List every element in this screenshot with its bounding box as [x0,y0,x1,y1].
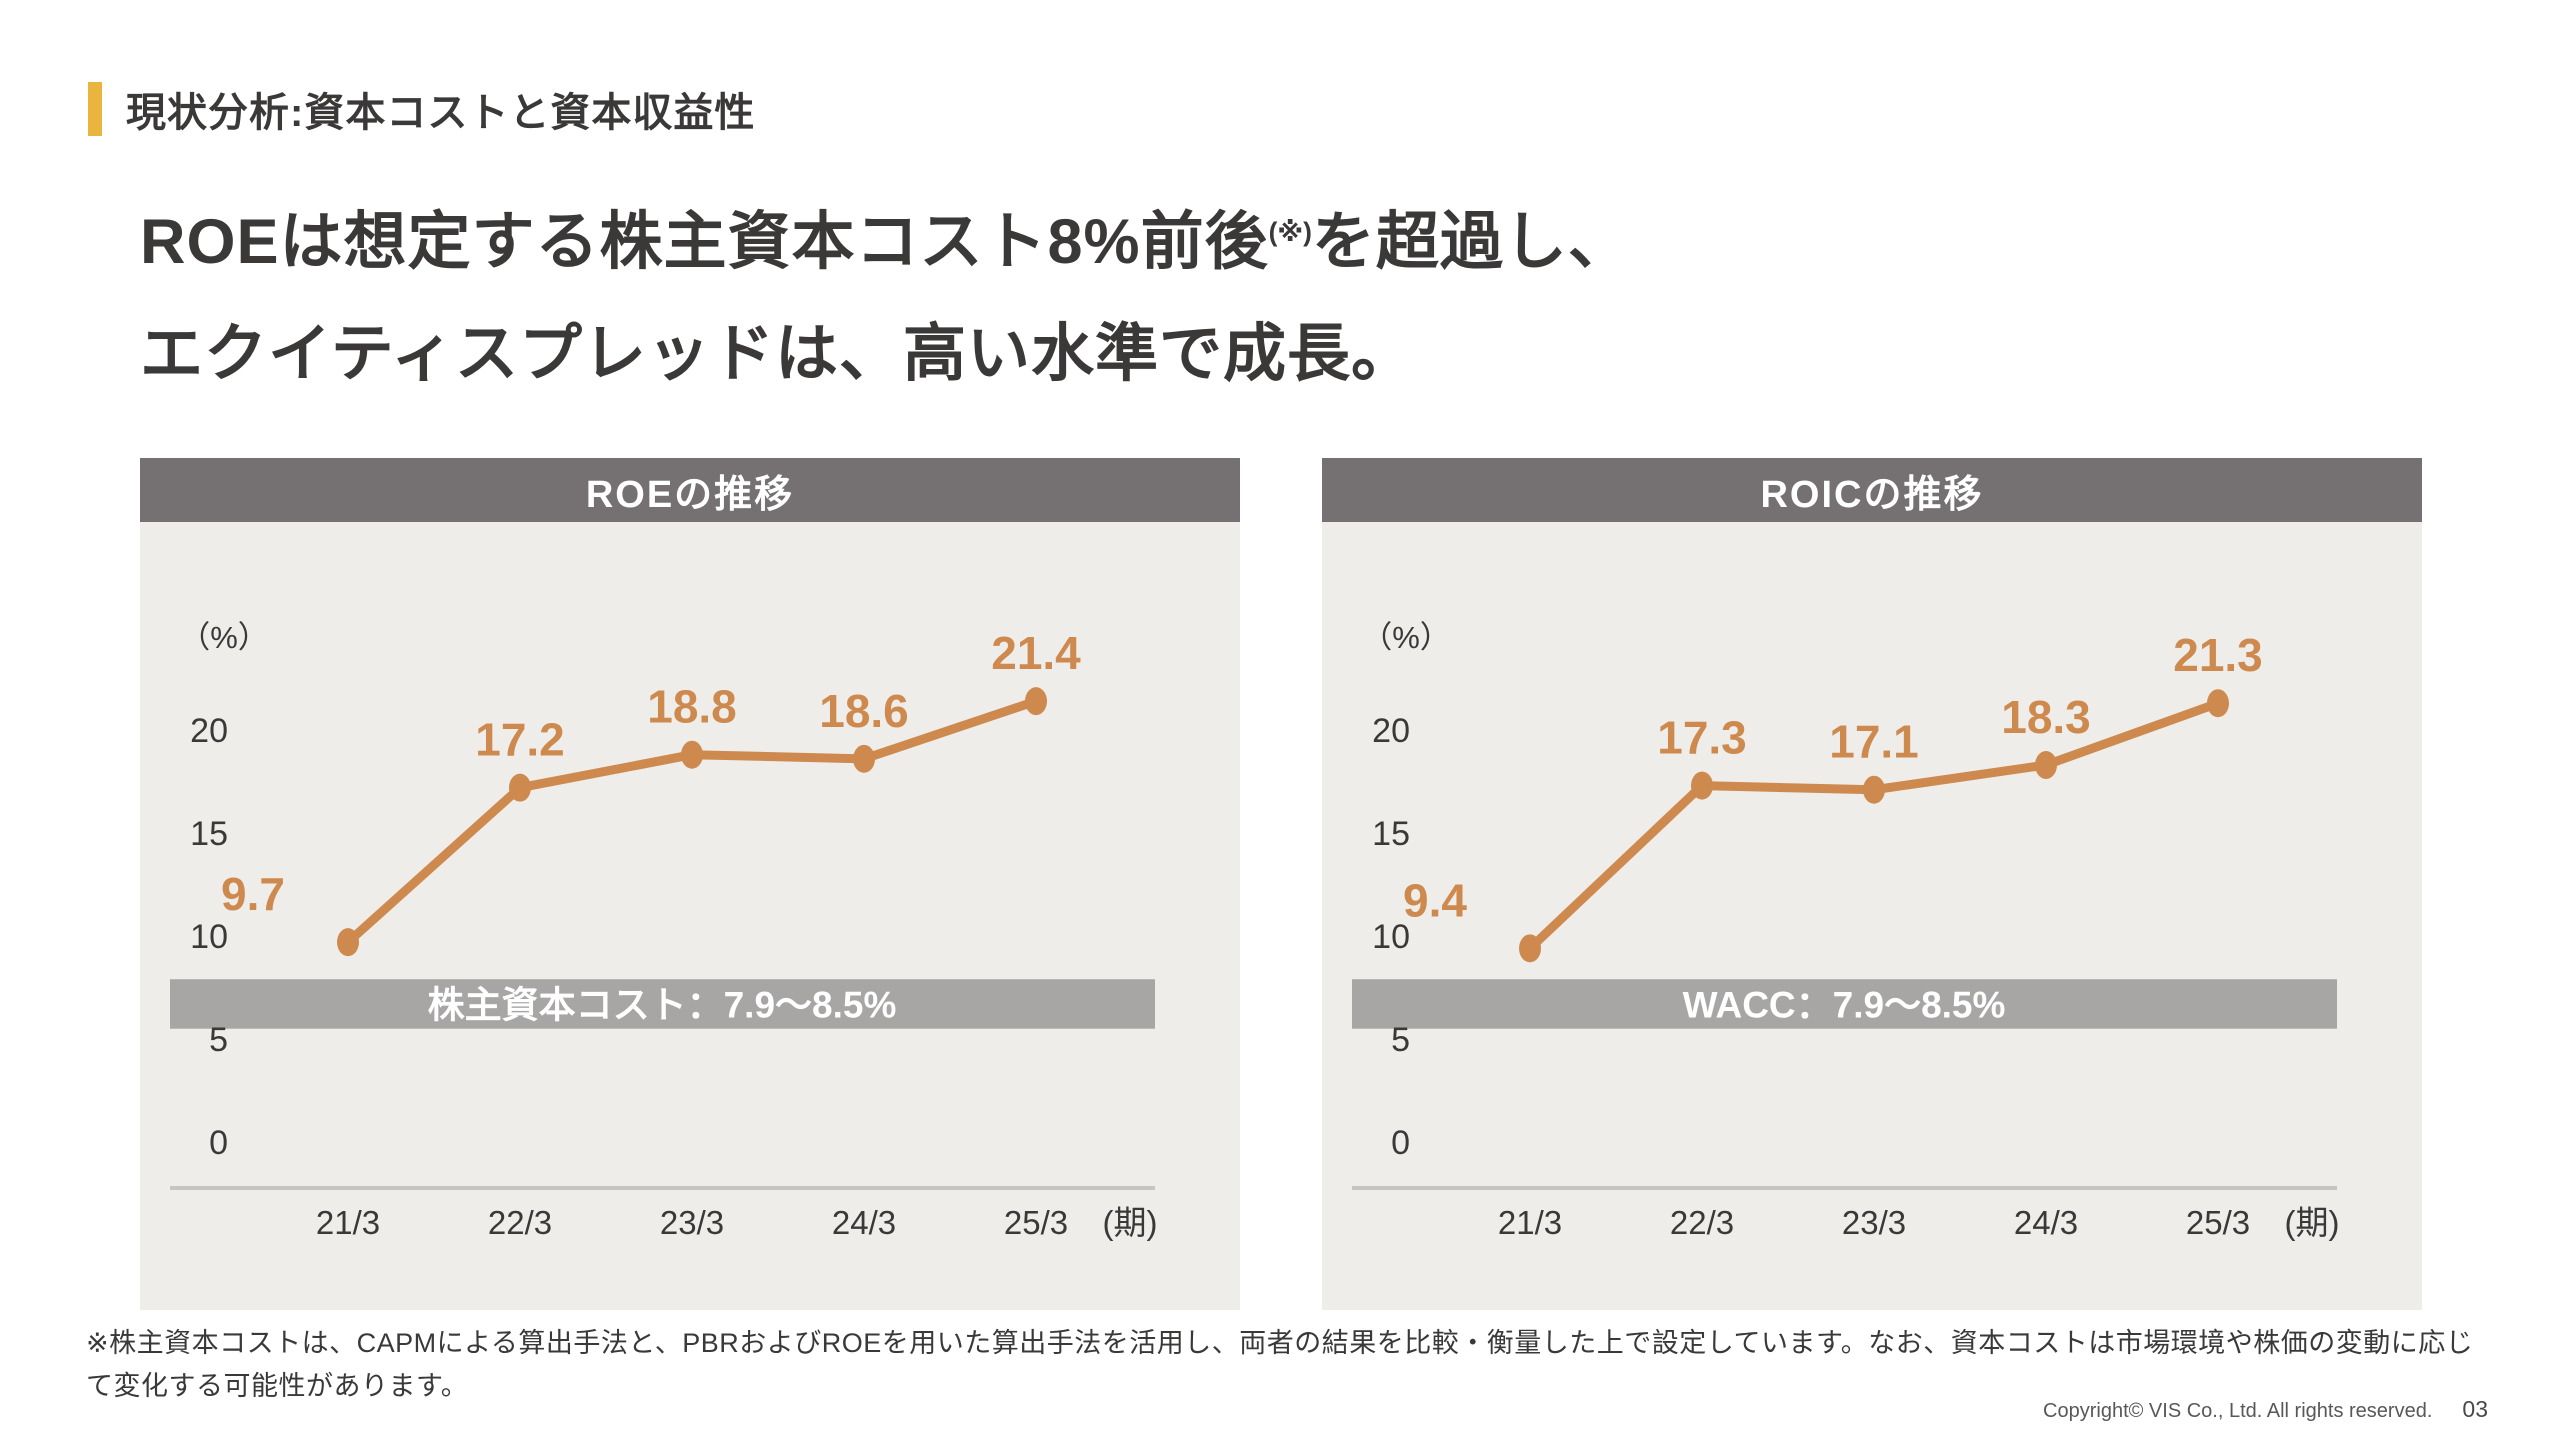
roic-chart-title-bar: ROICの推移 [1322,458,2422,522]
roe-chart-panel: ROEの推移 株主資本コスト：7.9〜8.5% （%） 0 5 10 15 20 21/3 22… [140,458,1240,1310]
roe-chart: 株主資本コスト：7.9〜8.5% （%） 0 5 10 15 20 21/3 22/3 23/3 2… [140,522,1240,1310]
footnote: ※株主資本コストは、CAPMによる算出手法と、PBRおよびROEを用いた算出手法… [86,1328,2474,1401]
x-axis-tick-label: 21/3 [316,1204,380,1241]
charts-row: ROEの推移 株主資本コスト：7.9〜8.5% （%） 0 5 10 15 20 21/3 22… [140,458,2422,1310]
data-point-marker [337,928,359,957]
page-title: ROEは想定する株主資本コスト8%前後(※)を超過し、 エクイティスプレッドは、… [140,176,1632,410]
x-axis-tick-label: 25/3 [1004,1204,1068,1241]
data-point-label: 18.8 [647,681,737,733]
y-axis-tick-label: 15 [1372,815,1410,853]
y-axis-tick-label: 15 [190,815,228,853]
data-point-label: 18.3 [2001,691,2091,743]
x-axis-tick-label: 21/3 [1498,1204,1562,1241]
x-axis-tick-label: 23/3 [660,1204,724,1241]
kicker-text: 現状分析:資本コストと資本収益性 [126,91,756,135]
data-point-label: 17.2 [475,714,565,766]
page-number: 03 [2462,1396,2488,1422]
y-axis-tick-label: 20 [1372,712,1410,750]
data-point-marker [2035,751,2057,780]
y-axis-unit-label: （%） [1361,620,1451,655]
data-point-label: 17.1 [1829,716,1919,768]
roe-line-chart: 株主資本コスト：7.9〜8.5% （%） 0 5 10 15 20 21/3 22/3 23/3 2… [170,620,1158,1241]
title-line1: ROEは想定する株主資本コスト8%前後(※)を超過し、 [140,176,1632,298]
data-point-marker [1025,687,1047,716]
y-axis-tick-label: 5 [1391,1021,1410,1059]
roic-chart-title: ROICの推移 [1760,473,1984,516]
kicker-accent-bar [88,82,102,136]
y-axis-tick-label: 0 [209,1124,228,1162]
x-axis-tick-label: 24/3 [2014,1204,2078,1241]
x-axis-tick-label: 25/3 [2186,1204,2250,1241]
data-point-marker [1691,771,1713,800]
x-axis-tick-label: 23/3 [1842,1204,1906,1241]
y-axis-tick-label: 5 [209,1021,228,1059]
y-axis-tick-label: 20 [190,712,228,750]
copyright-text: Copyright© VIS Co., Ltd. All rights rese… [2043,1400,2433,1422]
data-point-marker [509,773,531,802]
data-point-marker [681,740,703,769]
roic-line-chart: WACC：7.9〜8.5% （%） 0 5 10 15 20 21/3 22/3 23/3 24/3… [1352,620,2340,1241]
roe-chart-title-bar: ROEの推移 [140,458,1240,522]
title-line1-tail: を超過し、 [1311,207,1632,277]
kicker-row: 現状分析:資本コストと資本収益性 [88,80,755,138]
data-point-marker [853,744,875,773]
data-point-label: 17.3 [1657,712,1747,764]
x-axis-suffix-label: (期) [2285,1204,2340,1241]
cost-band [170,979,1155,1029]
data-point-label: 18.6 [819,685,909,737]
copyright-row: Copyright© VIS Co., Ltd. All rights rese… [2043,1396,2488,1423]
data-point-marker [1519,934,1541,963]
title-footnote-marker: (※) [1268,217,1312,247]
cost-band [1352,979,2337,1029]
y-axis-tick-label: 10 [1372,918,1410,956]
data-point-marker [1863,775,1885,804]
roic-chart: WACC：7.9〜8.5% （%） 0 5 10 15 20 21/3 22/3 23/3 24/3… [1322,522,2422,1310]
data-point-label: 9.7 [221,868,285,920]
x-axis-tick-label: 22/3 [1670,1204,1734,1241]
roe-chart-title: ROEの推移 [585,473,795,516]
x-axis-tick-label: 24/3 [832,1204,896,1241]
data-point-marker [2207,689,2229,718]
data-point-label: 21.3 [2173,629,2263,681]
title-line2: エクイティスプレッドは、高い水準で成長。 [140,319,1415,389]
trend-line [343,696,1041,947]
roic-chart-panel: ROICの推移 WACC：7.9〜8.5% （%） 0 5 10 15 20 21/3 22/3… [1322,458,2422,1310]
data-point-label: 21.4 [991,627,1081,679]
cost-band-label: 株主資本コスト：7.9〜8.5% [428,984,897,1025]
x-axis-tick-label: 22/3 [488,1204,552,1241]
cost-band-label: WACC：7.9〜8.5% [1683,984,2006,1025]
data-point-label: 9.4 [1403,874,1467,926]
y-axis-tick-label: 0 [1391,1124,1410,1162]
y-axis-tick-label: 10 [190,918,228,956]
y-axis-unit-label: （%） [179,620,269,655]
title-line1-text: ROEは想定する株主資本コスト8%前後 [140,207,1269,277]
x-axis-suffix-label: (期) [1103,1204,1158,1241]
